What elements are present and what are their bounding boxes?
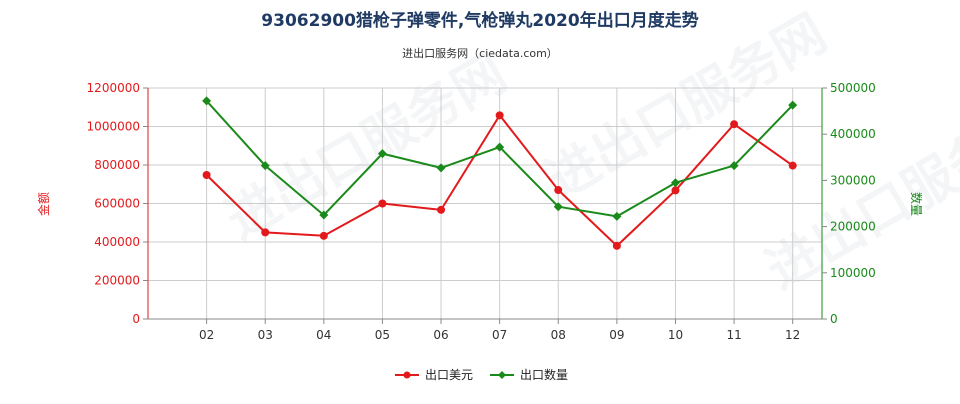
x-tick-label: 09 (609, 328, 624, 342)
data-point (612, 212, 621, 221)
data-point (378, 200, 386, 208)
x-tick-label: 04 (316, 328, 331, 342)
left-tick-label: 0 (132, 312, 140, 326)
legend-swatch-marker (498, 371, 506, 379)
left-y-axis-ticks: 0 200000 400000 600000 800000 1000000 1200000 (87, 81, 148, 326)
left-tick-label: 1200000 (87, 81, 140, 95)
right-tick-label: 300000 (830, 173, 876, 187)
right-tick-label: 400000 (830, 127, 876, 141)
x-tick-label: 05 (375, 328, 390, 342)
data-point (554, 186, 562, 194)
watermark-group: 进出口服务网 进出口服务网 进出口服务网 (217, 3, 960, 301)
x-tick-label: 11 (726, 328, 741, 342)
right-tick-label: 0 (830, 312, 838, 326)
left-tick-label: 1000000 (87, 120, 140, 134)
legend-swatch-marker (404, 372, 411, 379)
x-axis-ticks: 02 03 04 05 06 07 08 09 10 11 12 (199, 319, 800, 342)
data-point (203, 171, 211, 179)
right-axis-title: 数量 (909, 192, 924, 216)
left-tick-label: 400000 (94, 235, 140, 249)
x-tick-label: 10 (668, 328, 683, 342)
data-point (261, 228, 269, 236)
legend-label: 出口美元 (425, 368, 473, 382)
right-tick-label: 200000 (830, 220, 876, 234)
right-tick-label: 100000 (830, 266, 876, 280)
left-tick-label: 600000 (94, 197, 140, 211)
right-tick-label: 500000 (830, 81, 876, 95)
data-point (730, 120, 738, 128)
data-point (671, 186, 679, 194)
left-axis-title: 金额 (36, 192, 51, 216)
data-point (320, 232, 328, 240)
data-point (613, 242, 621, 250)
x-tick-label: 08 (551, 328, 566, 342)
legend-label: 出口数量 (520, 367, 568, 382)
data-point (496, 111, 504, 119)
data-point (437, 206, 445, 214)
left-tick-label: 200000 (94, 274, 140, 288)
grid (148, 88, 822, 319)
x-tick-label: 06 (433, 328, 448, 342)
chart-subtitle: 进出口服务网（ciedata.com） (402, 46, 558, 60)
chart-title: 93062900猎枪子弹零件,气枪弹丸2020年出口月度走势 (261, 10, 698, 31)
x-tick-label: 07 (492, 328, 507, 342)
x-tick-label: 12 (785, 328, 800, 342)
left-tick-label: 800000 (94, 158, 140, 172)
data-point (789, 162, 797, 170)
x-tick-label: 03 (258, 328, 273, 342)
legend: 出口美元 出口数量 (395, 367, 568, 382)
x-tick-label: 02 (199, 328, 214, 342)
watermark: 进出口服务网 (217, 43, 517, 251)
